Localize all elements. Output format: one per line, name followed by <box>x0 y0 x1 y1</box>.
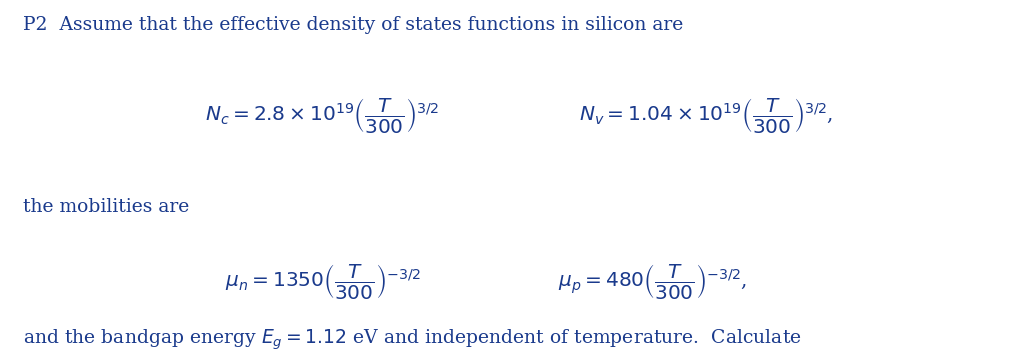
Text: the mobilities are: the mobilities are <box>23 198 188 216</box>
Text: $\mu_n = 1350 \left( \dfrac{T}{300} \right)^{-3/2}$: $\mu_n = 1350 \left( \dfrac{T}{300} \rig… <box>225 262 421 301</box>
Text: and the bandgap energy $E_g = 1.12$ eV and independent of temperature.  Calculat: and the bandgap energy $E_g = 1.12$ eV a… <box>23 327 801 352</box>
Text: $N_v = 1.04 \times 10^{19} \left( \dfrac{T}{300} \right)^{3/2}$,: $N_v = 1.04 \times 10^{19} \left( \dfrac… <box>579 96 833 135</box>
Text: $\mu_p = 480 \left( \dfrac{T}{300} \right)^{-3/2}$,: $\mu_p = 480 \left( \dfrac{T}{300} \righ… <box>558 262 748 301</box>
Text: P2  Assume that the effective density of states functions in silicon are: P2 Assume that the effective density of … <box>23 16 683 34</box>
Text: $N_c = 2.8 \times 10^{19} \left( \dfrac{T}{300} \right)^{3/2}$: $N_c = 2.8 \times 10^{19} \left( \dfrac{… <box>205 96 439 135</box>
